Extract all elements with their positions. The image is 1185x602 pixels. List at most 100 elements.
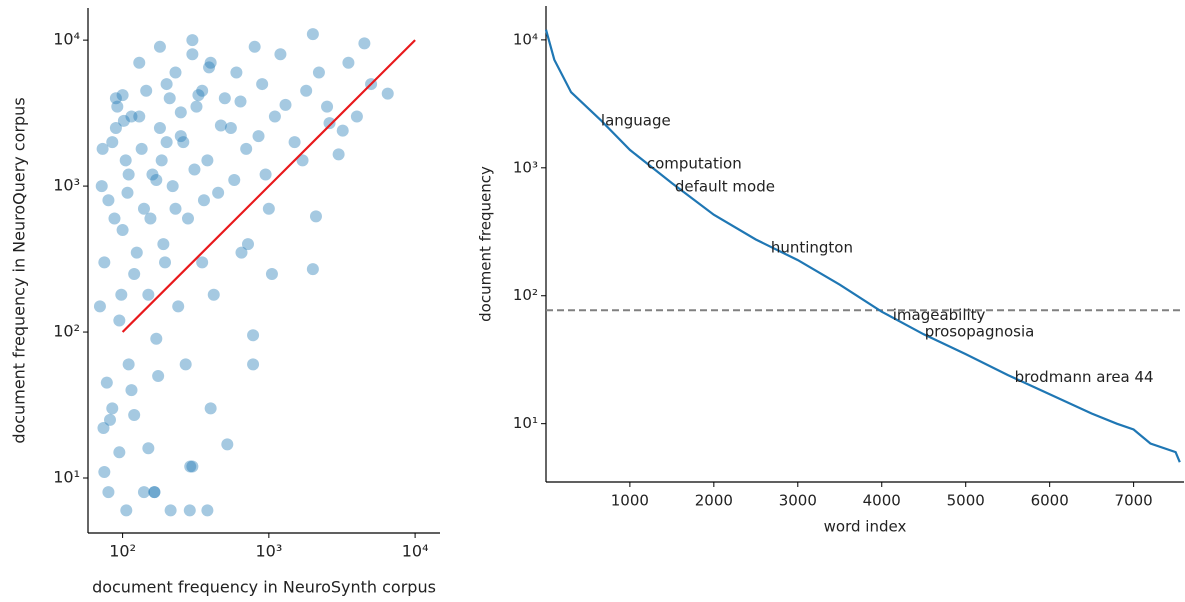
scatter-point: [144, 212, 157, 225]
scatter-point: [153, 40, 166, 53]
scatter-point: [174, 106, 187, 119]
scatter-point: [259, 168, 272, 181]
scatter-point: [336, 124, 349, 137]
scatter-point: [97, 422, 110, 435]
annotation: huntington: [771, 238, 853, 256]
y-tick-label: 10²: [53, 322, 80, 341]
x-tick-label: 2000: [695, 492, 733, 510]
scatter-point: [169, 66, 182, 79]
y-tick-label: 10⁴: [53, 30, 80, 49]
scatter-point: [201, 504, 214, 517]
frequency-line: [544, 29, 1181, 463]
scatter-point: [321, 100, 334, 113]
scatter-point: [98, 256, 111, 269]
scatter-point: [120, 504, 133, 517]
scatter-point: [93, 300, 106, 313]
x-tick-label: 4000: [863, 492, 901, 510]
scatter-point: [153, 122, 166, 135]
scatter-point: [192, 89, 205, 102]
scatter-point: [306, 263, 319, 276]
scatter-point: [186, 34, 199, 47]
scatter-point: [125, 384, 138, 397]
x-tick-label: 6000: [1031, 492, 1069, 510]
scatter-point: [381, 87, 394, 100]
annotation: imageability: [893, 306, 986, 324]
scatter-point: [230, 66, 243, 79]
scatter-point: [247, 329, 260, 342]
scatter-point: [109, 92, 122, 105]
scatter-point: [111, 100, 124, 113]
scatter-point: [122, 168, 135, 181]
scatter-point: [146, 168, 159, 181]
x-tick-label: 7000: [1115, 492, 1153, 510]
scatter-point: [157, 238, 170, 251]
scatter-point: [300, 84, 313, 97]
scatter-point: [96, 142, 109, 155]
fit-line: [121, 39, 416, 333]
scatter-point: [235, 246, 248, 259]
scatter-point: [306, 28, 319, 41]
scatter-point: [121, 186, 134, 199]
scatter-point: [241, 238, 254, 251]
x-tick-label: 3000: [779, 492, 817, 510]
annotation: default mode: [675, 177, 775, 195]
scatter-point: [172, 300, 185, 313]
scatter-point: [203, 61, 216, 74]
scatter-point: [148, 486, 161, 499]
y-axis-label: document frequency: [477, 166, 495, 322]
scatter-point: [109, 122, 122, 135]
scatter-point: [252, 130, 265, 143]
scatter-point: [164, 504, 177, 517]
scatter-point: [169, 202, 182, 215]
y-axis-label: document frequency in NeuroQuery corpus: [10, 97, 29, 443]
scatter-point: [122, 358, 135, 371]
scatter-point: [177, 136, 190, 149]
scatter-point: [190, 100, 203, 113]
scatter-point: [102, 194, 115, 207]
scatter-point: [100, 376, 113, 389]
x-axis-label: document frequency in NeuroSynth corpus: [92, 578, 436, 597]
scatter-point: [228, 174, 241, 187]
scatter-point: [265, 267, 278, 280]
scatter-point: [221, 438, 234, 451]
scatter-point: [183, 504, 196, 517]
y-tick-label: 10³: [53, 176, 80, 195]
scatter-point: [155, 154, 168, 167]
scatter-point: [115, 288, 128, 301]
scatter-point: [218, 92, 231, 105]
y-tick-label: 10¹: [513, 414, 538, 432]
scatter-point: [268, 110, 281, 123]
annotation: prosopagnosia: [925, 323, 1035, 341]
x-tick-label: 10⁴: [402, 542, 429, 561]
scatter-point: [296, 154, 309, 167]
scatter-point: [240, 142, 253, 155]
scatter-point: [204, 56, 217, 69]
scatter-point: [117, 114, 130, 127]
scatter-point: [256, 78, 269, 91]
scatter-point: [196, 256, 209, 269]
scatter-point: [212, 186, 225, 199]
scatter-point: [113, 314, 126, 327]
scatter-point: [181, 212, 194, 225]
scatter-point: [130, 246, 143, 259]
scatter-point: [323, 117, 336, 130]
scatter-point: [142, 442, 155, 455]
scatter-point: [201, 154, 214, 167]
scatter-point: [350, 110, 363, 123]
scatter-point: [103, 413, 116, 426]
scatter-point: [98, 465, 111, 478]
y-tick-label: 10³: [513, 158, 538, 176]
scatter-point: [184, 460, 197, 473]
scatter-point: [116, 224, 129, 237]
scatter-point: [135, 142, 148, 155]
y-tick-label: 10²: [513, 286, 538, 304]
y-tick-label: 10⁴: [513, 30, 538, 48]
x-tick-label: 1000: [611, 492, 649, 510]
annotation: computation: [647, 154, 742, 172]
scatter-point: [262, 202, 275, 215]
scatter-point: [113, 446, 126, 459]
scatter-point: [150, 332, 163, 345]
scatter-point: [279, 98, 292, 111]
scatter-point: [140, 84, 153, 97]
scatter-point: [142, 288, 155, 301]
